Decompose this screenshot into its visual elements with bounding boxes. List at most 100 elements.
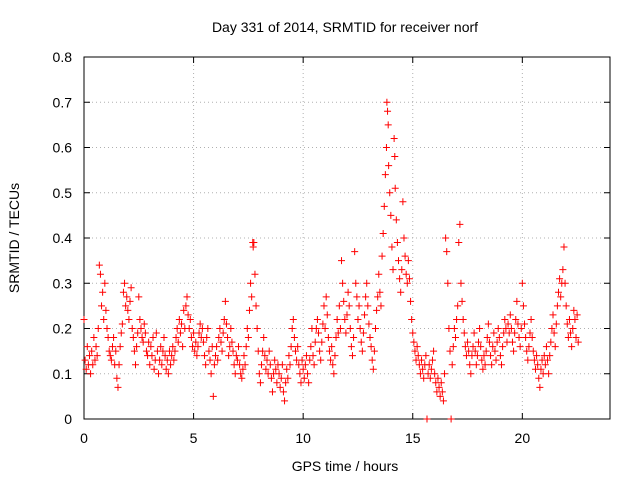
x-tick-label: 20 bbox=[515, 430, 531, 446]
data-point bbox=[320, 302, 328, 310]
data-point bbox=[130, 347, 138, 355]
data-point bbox=[324, 334, 332, 342]
data-point bbox=[216, 325, 224, 332]
data-point bbox=[302, 352, 310, 360]
data-point bbox=[276, 383, 284, 391]
data-point bbox=[206, 356, 214, 364]
data-point bbox=[553, 302, 561, 310]
data-point bbox=[123, 293, 131, 301]
data-point bbox=[221, 297, 229, 305]
data-point bbox=[427, 365, 435, 373]
data-point bbox=[89, 361, 97, 369]
data-point bbox=[451, 334, 459, 342]
data-point bbox=[119, 288, 127, 296]
data-point bbox=[160, 334, 168, 342]
data-point bbox=[145, 338, 153, 346]
data-point bbox=[249, 243, 257, 251]
data-point bbox=[255, 370, 263, 378]
data-point bbox=[239, 365, 247, 373]
data-point bbox=[110, 334, 118, 342]
data-point bbox=[149, 334, 157, 342]
data-point bbox=[260, 334, 268, 342]
data-point bbox=[375, 270, 383, 278]
data-point bbox=[528, 334, 536, 342]
data-point bbox=[364, 302, 372, 310]
y-tick-label: 0 bbox=[64, 411, 72, 427]
data-point bbox=[342, 329, 350, 337]
data-point bbox=[471, 347, 479, 355]
data-point bbox=[455, 239, 463, 247]
data-point bbox=[465, 347, 473, 355]
data-point bbox=[252, 302, 260, 310]
data-point bbox=[399, 198, 407, 206]
data-point bbox=[522, 334, 530, 342]
data-point bbox=[334, 329, 342, 337]
data-point bbox=[116, 343, 124, 351]
data-point bbox=[250, 239, 258, 247]
data-point bbox=[194, 343, 202, 351]
data-point bbox=[536, 383, 544, 391]
data-point bbox=[487, 352, 495, 360]
data-point bbox=[527, 315, 535, 323]
data-point bbox=[182, 302, 190, 310]
data-point bbox=[315, 329, 323, 337]
data-point bbox=[164, 370, 172, 378]
data-point bbox=[83, 343, 91, 351]
data-point bbox=[448, 361, 456, 369]
data-point bbox=[441, 370, 449, 378]
data-point bbox=[192, 338, 200, 346]
y-tick-label: 0.4 bbox=[53, 230, 73, 246]
data-point bbox=[114, 383, 122, 391]
data-point bbox=[325, 347, 333, 355]
data-point bbox=[316, 347, 324, 355]
data-point bbox=[299, 365, 307, 373]
data-point bbox=[435, 383, 443, 391]
data-point bbox=[570, 306, 578, 314]
data-point bbox=[547, 338, 555, 346]
data-point bbox=[271, 356, 279, 364]
data-point bbox=[350, 334, 358, 342]
data-point bbox=[423, 415, 431, 423]
data-point bbox=[535, 374, 543, 382]
data-point bbox=[158, 361, 166, 369]
data-point bbox=[213, 343, 221, 351]
data-point bbox=[402, 270, 410, 278]
data-point bbox=[297, 379, 305, 387]
y-tick-label: 0.7 bbox=[53, 94, 73, 110]
data-point bbox=[306, 356, 314, 364]
data-point bbox=[163, 356, 171, 364]
data-point bbox=[204, 325, 212, 332]
data-point bbox=[541, 361, 549, 369]
data-point bbox=[245, 306, 253, 314]
data-point bbox=[215, 334, 223, 342]
data-point bbox=[251, 270, 259, 278]
data-point bbox=[115, 361, 123, 369]
data-point bbox=[366, 334, 374, 342]
data-point bbox=[388, 243, 396, 251]
data-point bbox=[495, 334, 503, 342]
data-point bbox=[136, 315, 144, 323]
data-point bbox=[457, 279, 465, 287]
data-point bbox=[309, 352, 317, 360]
data-point bbox=[489, 343, 497, 351]
data-point bbox=[220, 315, 228, 323]
data-point bbox=[559, 266, 567, 274]
data-point bbox=[504, 320, 512, 328]
data-point bbox=[128, 325, 136, 332]
data-point bbox=[345, 302, 353, 310]
data-point bbox=[494, 325, 502, 332]
data-point bbox=[232, 352, 240, 360]
data-point bbox=[400, 234, 408, 242]
data-point bbox=[159, 347, 167, 355]
data-point bbox=[482, 347, 490, 355]
data-point bbox=[434, 374, 442, 382]
data-point bbox=[501, 315, 509, 323]
data-point bbox=[545, 370, 553, 378]
data-point bbox=[568, 343, 576, 351]
data-point bbox=[521, 320, 529, 328]
data-point bbox=[107, 356, 115, 364]
data-point bbox=[567, 329, 575, 337]
data-point bbox=[537, 365, 545, 373]
data-point bbox=[317, 356, 325, 364]
